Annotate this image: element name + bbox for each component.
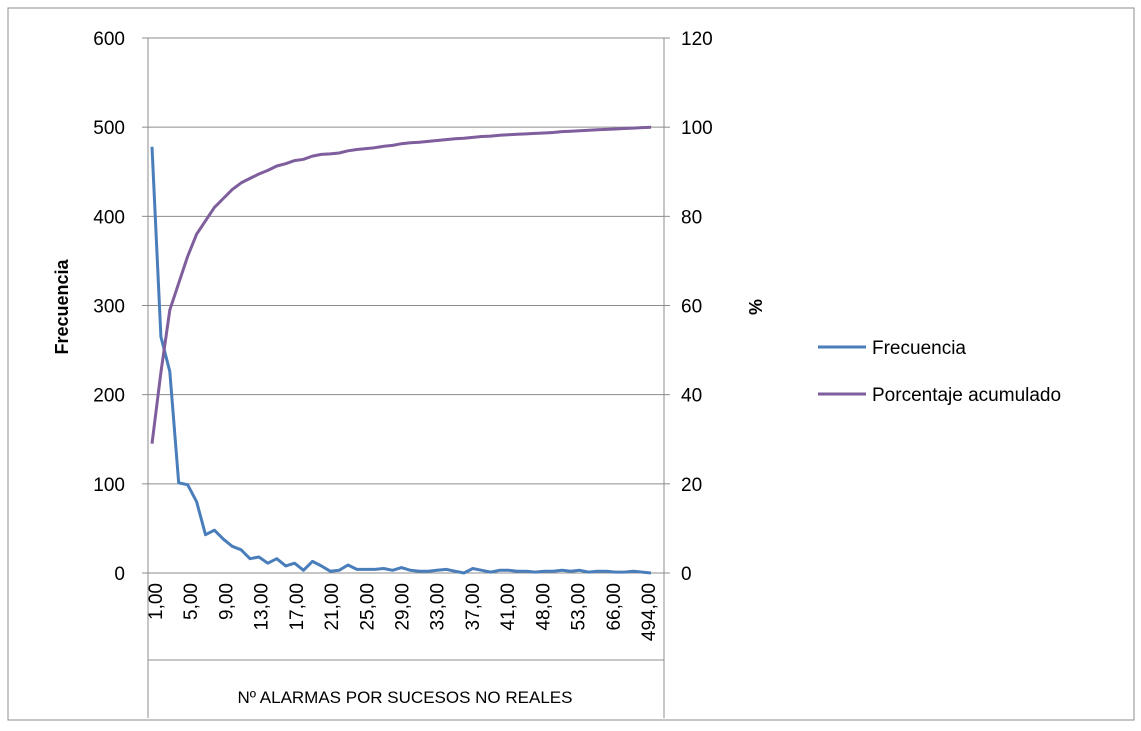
x-tick-label-9: 37,00 — [463, 583, 484, 631]
x-tick-label-0: 1,00 — [146, 583, 167, 620]
series-group — [150, 125, 652, 575]
x-tick-label-2: 9,00 — [216, 583, 237, 620]
y-tick-label-3: 300 — [93, 297, 125, 318]
axes — [147, 38, 665, 718]
x-tick-label-13: 66,00 — [604, 583, 625, 631]
y-tick-label-5: 500 — [93, 118, 125, 139]
y2-tick-label-3: 60 — [681, 297, 702, 318]
x-tick-label-4: 17,00 — [287, 583, 308, 631]
x-tick-label-12: 53,00 — [569, 583, 590, 631]
y2-tick-label-1: 20 — [681, 475, 702, 496]
series-line-1 — [150, 125, 652, 444]
right-axis-ticks: 0 20 40 60 80 100 120 — [664, 29, 713, 585]
x-tick-label-14: 494,00 — [639, 583, 660, 641]
x-tick-label-11: 48,00 — [533, 583, 554, 631]
y-tick-label-4: 400 — [93, 207, 125, 228]
series-line-0 — [150, 146, 652, 575]
y-tick-label-0: 0 — [114, 564, 125, 585]
y-tick-label-6: 600 — [93, 29, 125, 50]
legend: Frecuencia Porcentaje acumulado — [818, 338, 1061, 406]
x-tick-label-6: 25,00 — [357, 583, 378, 631]
x-tick-label-7: 29,00 — [393, 583, 414, 631]
y2-axis-title: % — [746, 299, 766, 315]
y2-tick-label-0: 0 — [681, 564, 692, 585]
y2-tick-label-5: 100 — [681, 118, 713, 139]
y-axis-title: Frecuencia — [52, 258, 72, 354]
legend-label-porcentaje-acumulado: Porcentaje acumulado — [872, 385, 1061, 406]
x-tick-label-5: 21,00 — [322, 583, 343, 631]
x-tick-label-8: 33,00 — [428, 583, 449, 631]
x-tick-label-1: 5,00 — [181, 583, 202, 620]
y2-tick-label-2: 40 — [681, 386, 702, 407]
y-tick-label-2: 200 — [93, 386, 125, 407]
x-tick-label-10: 41,00 — [498, 583, 519, 631]
x-axis-ticks: 1,00 5,00 9,00 13,00 17,00 21,00 25,00 29,00 33,… — [146, 583, 660, 641]
left-axis-ticks: 0 100 200 300 400 500 600 — [93, 29, 148, 585]
legend-label-frecuencia: Frecuencia — [872, 338, 966, 359]
x-tick-label-3: 13,00 — [252, 583, 273, 631]
y-tick-label-1: 100 — [93, 475, 125, 496]
y2-tick-label-6: 120 — [681, 29, 713, 50]
x-axis-title: Nº ALARMAS POR SUCESOS NO REALES — [238, 688, 573, 707]
y2-tick-label-4: 80 — [681, 207, 702, 228]
